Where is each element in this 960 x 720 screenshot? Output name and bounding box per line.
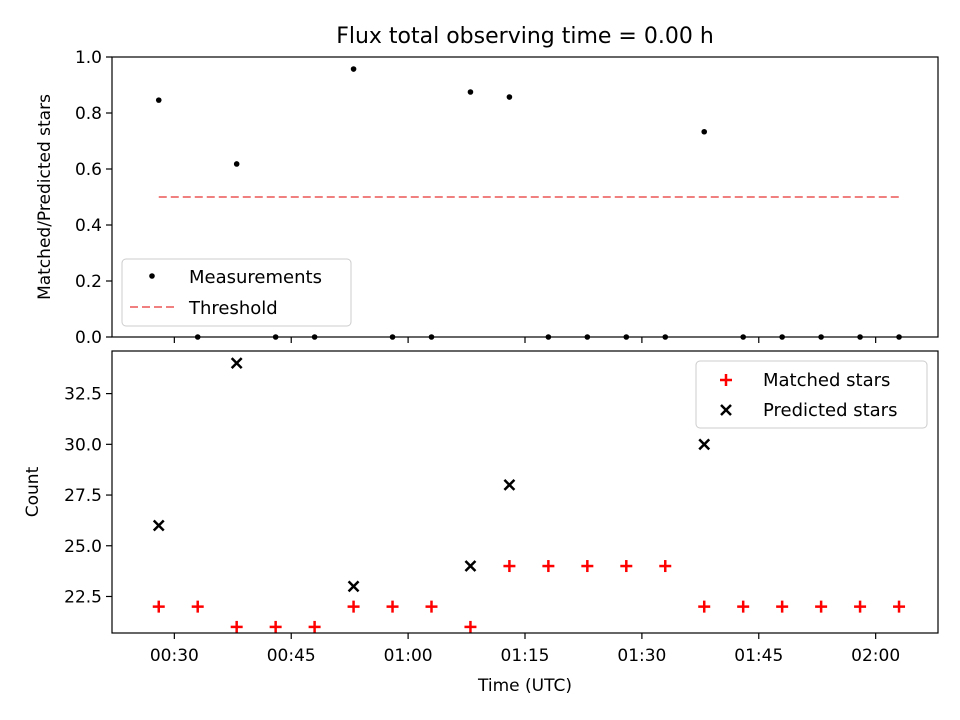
matched-star-point <box>659 560 672 573</box>
matched-star-point <box>347 600 360 613</box>
legend-matched-marker <box>720 374 732 386</box>
top-y-tick-label: 0.8 <box>75 104 102 124</box>
legend-measurements-marker <box>149 273 155 279</box>
measurement-point <box>155 97 162 103</box>
matched-star-point <box>230 620 243 633</box>
legend-predicted-marker <box>720 404 732 416</box>
top-x-ticks <box>173 337 877 343</box>
measurement-point <box>233 161 240 167</box>
top-y-ticks: 0.0 0.2 0.4 0.6 0.8 1.0 <box>75 48 112 348</box>
measurement-point <box>506 94 513 100</box>
predicted-star-point <box>347 580 360 593</box>
matched-star-point <box>581 560 594 573</box>
legend-measurements-label: Measurements <box>189 267 322 288</box>
bottom-x-tick-label: 01:15 <box>501 646 550 666</box>
top-plot-frame <box>111 56 939 338</box>
bottom-y-axis-label: Count <box>23 466 43 517</box>
matched-star-point <box>737 600 750 613</box>
matched-star-point <box>620 560 633 573</box>
predicted-star-point <box>503 479 516 491</box>
top-y-tick-label: 1.0 <box>75 48 102 68</box>
bottom-y-tick-label: 27.5 <box>64 486 102 506</box>
predicted-star-point <box>230 357 243 370</box>
bottom-x-tick-label: 01:00 <box>384 646 433 666</box>
predicted-star-point <box>464 560 477 572</box>
top-y-tick-label: 0.0 <box>75 328 102 348</box>
matched-star-point <box>815 600 828 613</box>
measurement-point <box>467 89 474 95</box>
top-y-tick-label: 0.6 <box>75 160 102 180</box>
bottom-y-tick-label: 22.5 <box>64 587 102 607</box>
top-y-tick-label: 0.4 <box>75 216 102 236</box>
bottom-legend: Matched stars Predicted stars <box>695 360 928 429</box>
predicted-star-point <box>152 519 165 532</box>
legend-matched-label: Matched stars <box>763 370 890 391</box>
bottom-plot-marks <box>152 357 906 633</box>
matched-star-point <box>776 600 789 613</box>
matched-star-point <box>191 600 204 613</box>
matched-star-point <box>308 620 321 633</box>
predicted-star-point <box>698 438 711 451</box>
bottom-x-tick-label: 00:30 <box>150 646 199 666</box>
top-y-axis-label: Matched/Predicted stars <box>35 94 55 300</box>
top-chart-title: Flux total observing time = 0.00 h <box>336 24 714 49</box>
top-y-tick-label: 0.2 <box>75 272 102 292</box>
matched-star-point <box>698 600 711 613</box>
bottom-y-ticks: 22.5 25.0 27.5 30.0 32.5 <box>64 385 112 607</box>
measurement-point <box>350 66 357 72</box>
bottom-x-axis-label: Time (UTC) <box>477 676 572 696</box>
matched-star-point <box>503 560 516 573</box>
matched-star-point <box>542 560 555 573</box>
legend-predicted-label: Predicted stars <box>763 400 897 421</box>
matched-star-point <box>464 620 477 633</box>
matched-star-point <box>425 600 438 613</box>
top-plot: 0.0 0.2 0.4 0.6 0.8 1.0 Matched/Predicted sta… <box>35 48 939 348</box>
bottom-y-tick-label: 30.0 <box>64 435 102 455</box>
top-legend-box <box>121 258 352 327</box>
matched-star-point <box>854 600 867 613</box>
bottom-x-ticks: 00:30 00:45 01:00 01:15 01:30 01:45 02:00 <box>150 633 900 666</box>
bottom-y-tick-label: 25.0 <box>64 537 102 557</box>
matched-star-point <box>386 600 399 613</box>
legend-threshold-label: Threshold <box>188 298 278 319</box>
bottom-x-tick-label: 01:30 <box>617 646 666 666</box>
bottom-plot: 22.5 25.0 27.5 30.0 32.5 00:30 00:45 01:00 01:1… <box>23 350 939 696</box>
matched-star-point <box>269 620 282 633</box>
matched-star-point <box>152 600 165 613</box>
bottom-x-tick-label: 01:45 <box>734 646 783 666</box>
bottom-legend-box <box>695 360 928 429</box>
bottom-x-tick-label: 02:00 <box>851 646 900 666</box>
bottom-x-tick-label: 00:45 <box>267 646 316 666</box>
matched-star-point <box>893 600 906 613</box>
bottom-plot-frame <box>111 350 939 634</box>
measurement-point <box>701 128 708 135</box>
top-legend: Measurements Threshold <box>121 258 352 327</box>
bottom-y-tick-label: 32.5 <box>64 385 102 405</box>
